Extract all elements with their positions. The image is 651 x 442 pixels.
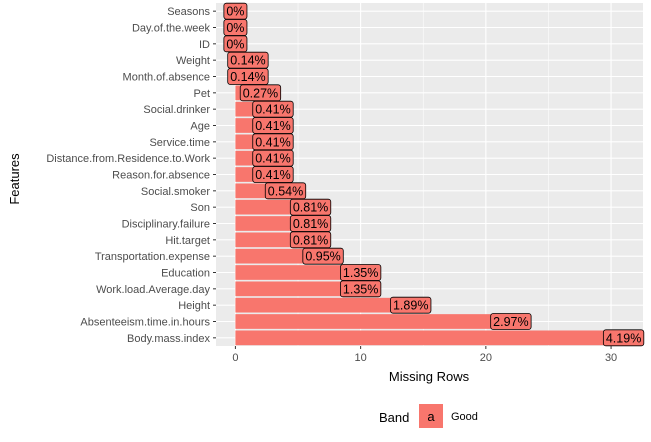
data-label-box bbox=[490, 313, 532, 330]
data-label: 0% bbox=[223, 35, 248, 53]
data-label: 0.81% bbox=[289, 231, 332, 249]
x-tick-label: 20 bbox=[480, 352, 492, 364]
y-tick-label: Social.drinker bbox=[143, 104, 210, 116]
data-label: 0.41% bbox=[252, 100, 294, 118]
data-label-text: 0.27% bbox=[243, 86, 278, 100]
y-tick-label: Absenteeism.time.in.hours bbox=[80, 317, 210, 329]
legend-key-glyph: a bbox=[427, 409, 435, 424]
data-label-box bbox=[264, 182, 307, 200]
x-axis-ticks: 0 10 20 30 bbox=[232, 346, 617, 364]
data-label-text: 1.35% bbox=[343, 282, 378, 296]
data-label: 1.35% bbox=[340, 264, 382, 281]
y-tick-label: Weight bbox=[176, 55, 210, 67]
data-label: 0% bbox=[223, 2, 248, 20]
data-label: 2.97% bbox=[490, 313, 532, 330]
y-tick-label: Month.of.absence bbox=[123, 72, 210, 84]
bar-body-mass-index bbox=[235, 330, 624, 346]
y-tick-label: Social.smoker bbox=[141, 186, 210, 198]
data-label-text: 0.14% bbox=[230, 70, 265, 84]
y-tick-label: Hit.target bbox=[165, 235, 210, 247]
data-label-text: 0.81% bbox=[293, 233, 328, 247]
y-tick-label: Day.of.the.week bbox=[132, 23, 211, 35]
data-label-text: 0.41% bbox=[255, 135, 290, 149]
bar-education bbox=[235, 265, 361, 280]
y-tick-label: Age bbox=[190, 121, 210, 133]
data-label-text: 0.81% bbox=[293, 201, 328, 215]
data-label: 0.81% bbox=[289, 215, 332, 232]
data-label: 0.27% bbox=[239, 84, 282, 102]
y-tick-label: Transportation.expense bbox=[95, 251, 210, 263]
y-tick-label: Education bbox=[161, 268, 210, 280]
y-tick-label: Height bbox=[178, 300, 210, 312]
data-label-text: 0.81% bbox=[293, 217, 328, 231]
data-label-box bbox=[390, 296, 432, 314]
legend: Band a Good bbox=[379, 404, 478, 428]
data-label: 0.41% bbox=[252, 133, 294, 151]
data-label-text: 1.89% bbox=[393, 299, 428, 313]
data-label-text: 0.95% bbox=[305, 250, 340, 264]
data-label-box bbox=[340, 280, 382, 298]
data-label-text: 0% bbox=[226, 5, 244, 19]
data-label: 0.81% bbox=[289, 198, 332, 216]
data-label-text: 0.41% bbox=[255, 168, 290, 182]
data-label: 0.41% bbox=[252, 166, 294, 183]
x-axis-title: Missing Rows bbox=[389, 369, 470, 384]
data-label-text: 2.97% bbox=[493, 315, 528, 329]
y-tick-label: Reason.for.absence bbox=[112, 170, 210, 182]
y-axis-ticks: Seasons Day.of.the.week ID Weight Month.of.a… bbox=[46, 6, 216, 345]
data-label-text: 0.41% bbox=[255, 152, 290, 166]
y-tick-label: Body.mass.index bbox=[127, 333, 210, 345]
y-tick-label: Son bbox=[190, 202, 210, 214]
y-tick-label: Pet bbox=[193, 88, 210, 100]
data-label-text: 0.41% bbox=[255, 119, 290, 133]
x-tick-label: 10 bbox=[355, 352, 367, 364]
data-labels: 0% 0% 0% 0.14% 0.14% 0.27% 0.41% 0.41% 0.41% 0.41… bbox=[223, 2, 645, 347]
y-tick-label: Service.time bbox=[149, 137, 210, 149]
y-tick-label: ID bbox=[199, 39, 210, 51]
data-label-text: 4.19% bbox=[606, 331, 641, 345]
data-label: 1.35% bbox=[340, 280, 382, 298]
y-tick-label: Work.load.Average.day bbox=[96, 284, 210, 296]
data-label: 0.54% bbox=[264, 182, 307, 200]
data-label: 0.41% bbox=[252, 149, 294, 167]
data-label-box bbox=[302, 247, 344, 265]
x-tick-label: 0 bbox=[232, 352, 238, 364]
data-label: 0.41% bbox=[252, 117, 294, 134]
legend-title: Band bbox=[379, 410, 409, 425]
bar-work-load-average-day bbox=[235, 281, 361, 297]
data-label: 4.19% bbox=[602, 329, 645, 347]
legend-key bbox=[419, 404, 443, 428]
data-label: 1.89% bbox=[390, 296, 432, 314]
data-label-text: 0.14% bbox=[230, 54, 265, 68]
bar-height bbox=[235, 297, 411, 313]
data-label: 0.95% bbox=[302, 247, 344, 265]
data-label-text: 0% bbox=[226, 37, 244, 51]
y-axis-title: Features bbox=[7, 153, 22, 205]
data-label: 0% bbox=[223, 19, 248, 36]
data-label-box bbox=[602, 329, 645, 347]
data-label: 0.14% bbox=[227, 68, 269, 85]
data-label: 0.14% bbox=[227, 51, 269, 69]
data-label-text: 0% bbox=[226, 21, 244, 35]
y-tick-label: Disciplinary.failure bbox=[122, 219, 210, 231]
x-tick-label: 30 bbox=[605, 352, 617, 364]
data-label-text: 0.54% bbox=[268, 184, 303, 198]
bar-absenteeism-time-in-hours bbox=[235, 314, 511, 329]
data-label-text: 1.35% bbox=[343, 266, 378, 280]
data-label-text: 0.41% bbox=[255, 103, 290, 117]
y-tick-label: Distance.from.Residence.to.Work bbox=[46, 153, 210, 165]
legend-item-good: Good bbox=[451, 411, 478, 423]
y-tick-label: Seasons bbox=[167, 6, 210, 18]
bar-transportation-expense bbox=[235, 248, 324, 264]
